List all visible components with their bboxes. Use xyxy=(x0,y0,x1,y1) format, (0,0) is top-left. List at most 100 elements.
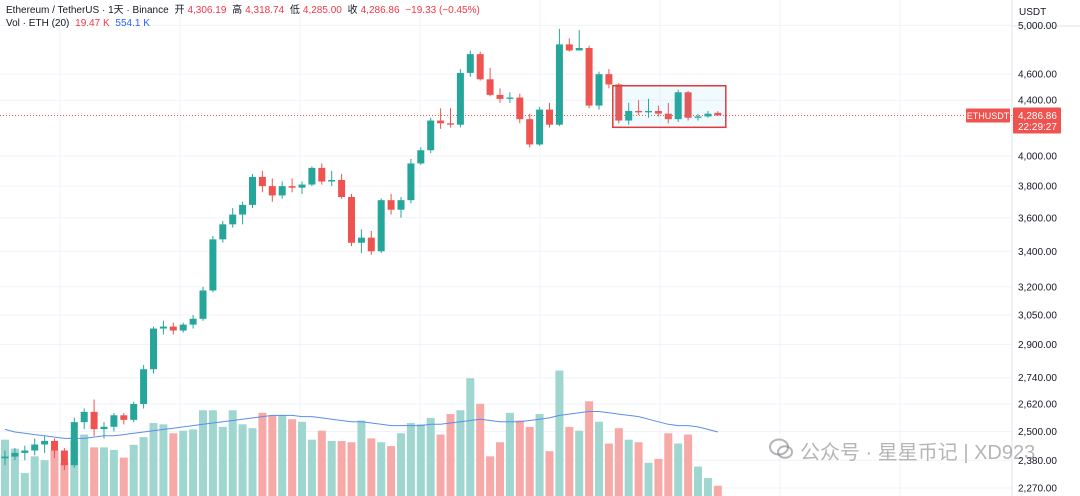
candle[interactable] xyxy=(80,408,88,430)
candle[interactable] xyxy=(664,102,672,124)
candle[interactable] xyxy=(476,51,484,81)
volume-bar xyxy=(228,410,237,496)
candle[interactable] xyxy=(575,30,583,51)
candle[interactable] xyxy=(159,320,167,335)
candle[interactable] xyxy=(605,69,613,89)
candle[interactable] xyxy=(179,322,187,333)
candle-body xyxy=(100,426,108,430)
candle[interactable] xyxy=(625,102,633,125)
candle[interactable] xyxy=(377,198,385,254)
candle[interactable] xyxy=(90,399,98,437)
candle[interactable] xyxy=(1,450,9,466)
candle[interactable] xyxy=(130,401,138,423)
candle[interactable] xyxy=(674,89,682,122)
candle-body xyxy=(526,119,534,145)
candle[interactable] xyxy=(635,100,643,116)
price-tag-value: 4,286.86 xyxy=(1018,111,1057,122)
candle[interactable] xyxy=(595,71,603,110)
candle[interactable] xyxy=(11,448,19,461)
candle[interactable] xyxy=(536,106,544,146)
candle[interactable] xyxy=(645,98,652,118)
candle[interactable] xyxy=(120,412,128,425)
candle[interactable] xyxy=(447,108,454,128)
candle[interactable] xyxy=(407,159,415,204)
candle[interactable] xyxy=(70,417,78,468)
symbol-name[interactable]: Ethereum / TetherUS · 1天 · Binance xyxy=(6,5,169,16)
candle[interactable] xyxy=(150,326,157,374)
candle[interactable] xyxy=(466,50,474,77)
candle[interactable] xyxy=(51,438,58,458)
y-tick-label: 2,740.00 xyxy=(1018,373,1057,384)
candle[interactable] xyxy=(496,88,504,103)
candle[interactable] xyxy=(506,92,514,103)
candle[interactable] xyxy=(684,90,692,121)
candle[interactable] xyxy=(357,229,365,254)
candle-body xyxy=(348,197,355,243)
candle[interactable] xyxy=(387,193,395,215)
candle[interactable] xyxy=(367,230,375,255)
candle[interactable] xyxy=(298,181,306,194)
change-value: −19.33 (−0.45%) xyxy=(405,5,480,16)
close-label: 收 xyxy=(347,5,358,16)
candle[interactable] xyxy=(456,69,464,128)
candle[interactable] xyxy=(288,178,296,193)
candle[interactable] xyxy=(694,113,702,121)
candle[interactable] xyxy=(31,438,39,456)
candle-body xyxy=(674,92,682,120)
candle[interactable] xyxy=(249,173,256,209)
price-tag-bg xyxy=(1013,107,1061,134)
candle[interactable] xyxy=(714,111,722,116)
candle[interactable] xyxy=(318,163,326,185)
currency-label[interactable]: USDT xyxy=(1019,7,1047,18)
candle[interactable] xyxy=(654,105,662,117)
candle[interactable] xyxy=(338,173,346,199)
candle[interactable] xyxy=(308,166,316,187)
candle[interactable] xyxy=(328,170,336,187)
candle[interactable] xyxy=(140,365,148,409)
volume-bar xyxy=(50,449,59,496)
volume-bar xyxy=(486,456,495,496)
candle[interactable] xyxy=(516,93,524,124)
candle[interactable] xyxy=(41,436,49,453)
candle[interactable] xyxy=(209,235,217,293)
candle[interactable] xyxy=(704,110,712,118)
volume-bar xyxy=(268,415,277,496)
candle[interactable] xyxy=(110,412,118,432)
candle[interactable] xyxy=(417,147,425,165)
candle[interactable] xyxy=(565,38,573,52)
volume-bar xyxy=(476,403,485,496)
candle[interactable] xyxy=(278,181,286,199)
candle[interactable] xyxy=(239,201,247,225)
candle[interactable] xyxy=(199,286,207,321)
candle[interactable] xyxy=(348,193,355,247)
candle[interactable] xyxy=(427,117,435,154)
candle-body xyxy=(506,97,514,99)
candle[interactable] xyxy=(555,28,563,127)
y-tick-label: 3,050.00 xyxy=(1018,310,1057,321)
candle[interactable] xyxy=(258,170,266,193)
candle[interactable] xyxy=(219,221,227,243)
candle-body xyxy=(150,328,157,370)
candle-body xyxy=(466,54,474,73)
candle[interactable] xyxy=(100,422,108,439)
candle[interactable] xyxy=(585,45,593,109)
candle[interactable] xyxy=(526,113,534,148)
candle[interactable] xyxy=(60,448,68,471)
volume-bar xyxy=(1,439,9,496)
candle[interactable] xyxy=(397,197,405,218)
candle[interactable] xyxy=(546,102,553,128)
candle[interactable] xyxy=(189,314,197,329)
candle[interactable] xyxy=(169,322,177,335)
candle-body xyxy=(209,239,217,291)
candle[interactable] xyxy=(437,108,445,129)
volume-label[interactable]: Vol · ETH (20) xyxy=(6,18,70,29)
volume-bar xyxy=(179,430,188,496)
candle[interactable] xyxy=(615,83,623,124)
candle[interactable] xyxy=(21,445,29,461)
volume-bar xyxy=(40,460,49,496)
candle[interactable] xyxy=(486,67,494,97)
highlight-box[interactable] xyxy=(612,85,727,129)
candle[interactable] xyxy=(268,178,276,202)
candle[interactable] xyxy=(229,208,237,228)
